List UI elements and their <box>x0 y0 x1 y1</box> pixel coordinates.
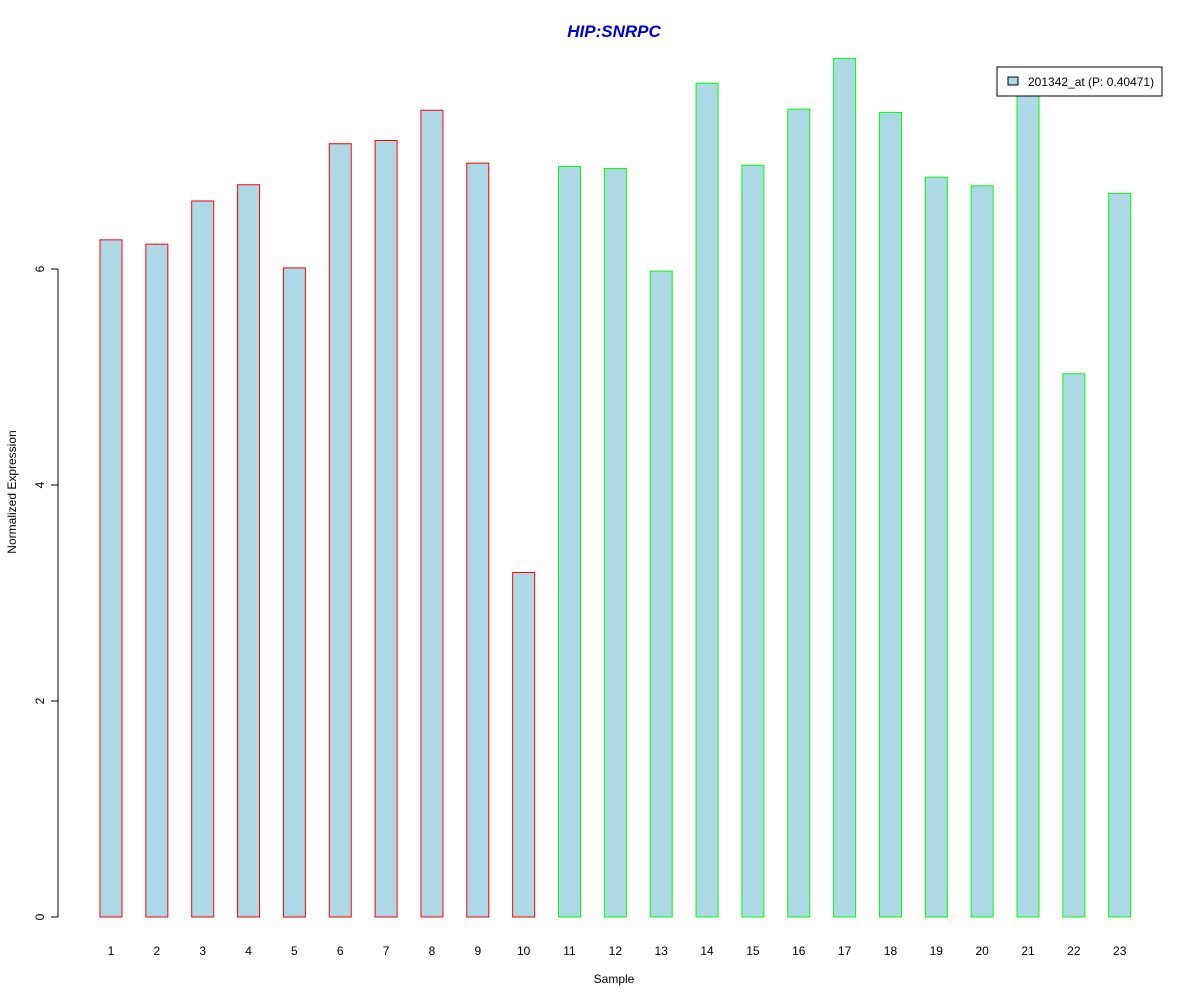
bar-sample-16 <box>787 108 811 918</box>
x-tick-label: 22 <box>1067 944 1081 958</box>
x-axis-label: Sample <box>594 972 635 986</box>
chart-title: HIP:SNRPC <box>567 22 661 41</box>
bar-sample-1 <box>99 239 123 918</box>
x-tick-label: 8 <box>429 944 436 958</box>
bar-sample-3 <box>191 200 215 918</box>
x-tick-label: 11 <box>563 944 576 958</box>
x-tick-label: 15 <box>746 944 760 958</box>
bar-sample-19 <box>924 176 948 918</box>
bar-sample-9 <box>466 162 490 918</box>
x-tick-label: 13 <box>655 944 669 958</box>
legend-box <box>996 66 1163 97</box>
x-tick-label: 23 <box>1113 944 1127 958</box>
y-axis: 0 2 4 6 <box>33 265 59 920</box>
x-tick-label: 18 <box>884 944 898 958</box>
x-tick-label: 4 <box>245 944 252 958</box>
x-tick-label: 9 <box>474 944 481 958</box>
x-tick-label: 2 <box>154 944 161 958</box>
x-tick-label: 1 <box>108 944 115 958</box>
x-tick-labels: 1 2 3 4 5 6 7 8 9 10 11 12 13 14 15 16 17 18 19 20 21 22 23 <box>108 944 1127 958</box>
x-tick-label: 16 <box>792 944 806 958</box>
x-tick-label: 19 <box>930 944 944 958</box>
bar-sample-18 <box>878 111 902 918</box>
bar-sample-22 <box>1062 373 1086 918</box>
legend: 201342_at (P: 0.40471) <box>996 66 1163 97</box>
x-tick-label: 7 <box>383 944 390 958</box>
x-tick-label: 14 <box>700 944 714 958</box>
legend-entry-label: 201342_at (P: 0.40471) <box>1028 75 1154 89</box>
bar-sample-21 <box>1016 92 1040 918</box>
y-tick-label: 2 <box>33 697 47 704</box>
x-tick-label: 12 <box>609 944 623 958</box>
x-tick-label: 10 <box>517 944 531 958</box>
bar-sample-6 <box>328 143 352 918</box>
legend-swatch <box>1007 76 1019 86</box>
bar-sample-7 <box>374 139 398 918</box>
x-tick-label: 20 <box>975 944 989 958</box>
bar-sample-10 <box>512 571 536 918</box>
bars-group <box>99 57 1132 918</box>
bar-sample-11 <box>558 165 581 918</box>
bar-sample-12 <box>603 168 627 918</box>
y-tick-label: 6 <box>33 265 47 272</box>
bar-sample-4 <box>237 184 261 918</box>
x-tick-label: 5 <box>291 944 298 958</box>
bar-sample-23 <box>1108 192 1132 918</box>
bar-sample-2 <box>145 243 169 918</box>
bar-sample-13 <box>649 270 673 918</box>
bar-sample-17 <box>833 57 857 918</box>
x-tick-label: 3 <box>199 944 206 958</box>
x-tick-label: 21 <box>1021 944 1035 958</box>
x-tick-label: 17 <box>838 944 852 958</box>
y-tick-label: 0 <box>33 913 47 920</box>
bar-sample-20 <box>970 185 994 918</box>
bar-sample-15 <box>741 164 765 918</box>
x-tick-label: 6 <box>337 944 344 958</box>
y-axis-label: Normalized Expression <box>5 430 19 553</box>
bar-sample-14 <box>695 82 719 918</box>
bar-sample-5 <box>282 267 306 918</box>
bar-sample-8 <box>420 109 444 918</box>
y-tick-label: 4 <box>33 481 47 488</box>
